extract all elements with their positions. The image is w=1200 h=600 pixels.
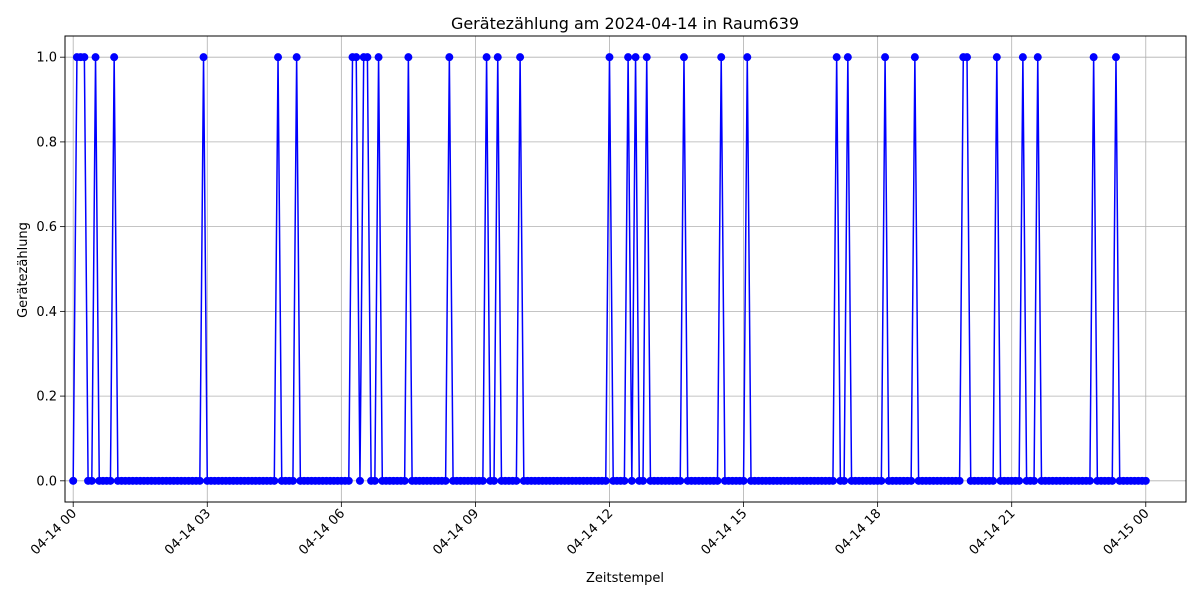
data-point: [910, 53, 919, 62]
y-tick-label: 0.4: [36, 305, 57, 320]
data-point: [743, 53, 752, 62]
data-point: [1111, 53, 1120, 62]
plot-frame: [64, 35, 1187, 503]
data-point: [713, 476, 722, 485]
data-point: [828, 476, 837, 485]
data-point: [832, 53, 841, 62]
data-point: [493, 53, 502, 62]
y-axis: 0.0 0.2 0.4 0.6 0.8 1.0: [36, 51, 65, 489]
data-point: [352, 53, 361, 62]
data-point: [631, 53, 640, 62]
data-point: [490, 476, 499, 485]
data-point: [288, 476, 297, 485]
y-tick-label: 0.8: [36, 135, 57, 150]
data-point: [955, 476, 964, 485]
data-point: [739, 476, 748, 485]
data-point: [1030, 476, 1039, 485]
x-axis-label: Zeitstempel: [586, 571, 664, 586]
data-point: [87, 476, 96, 485]
y-tick-label: 0.2: [36, 390, 57, 405]
data-point: [1033, 53, 1042, 62]
y-axis-label: Gerätezählung: [16, 222, 31, 318]
data-point: [370, 476, 379, 485]
data-point: [482, 53, 491, 62]
data-point: [445, 53, 454, 62]
data-point: [1108, 476, 1117, 485]
data-point: [642, 53, 651, 62]
data-point: [963, 53, 972, 62]
data-point: [106, 476, 115, 485]
data-point: [992, 53, 1001, 62]
data-point: [363, 53, 372, 62]
data-point: [877, 476, 886, 485]
data-point: [843, 53, 852, 62]
data-point: [840, 476, 849, 485]
data-point: [516, 53, 525, 62]
data-point: [907, 476, 916, 485]
data-point: [620, 476, 629, 485]
data-point: [69, 476, 78, 485]
data-point: [881, 53, 890, 62]
data-point: [404, 53, 413, 62]
data-point: [355, 476, 364, 485]
data-point: [1089, 53, 1098, 62]
data-point: [1015, 476, 1024, 485]
data-point: [624, 53, 633, 62]
data-point: [512, 476, 521, 485]
data-point: [478, 476, 487, 485]
y-tick-label: 0.0: [36, 474, 57, 489]
chart-title: Gerätezählung am 2024-04-14 in Raum639: [451, 14, 799, 33]
series-line-group: [69, 53, 1150, 485]
data-point: [627, 476, 636, 485]
data-point: [274, 53, 283, 62]
data-point: [639, 476, 647, 485]
y-tick-label: 1.0: [36, 51, 57, 66]
data-point: [344, 476, 353, 485]
y-tick-label: 0.6: [36, 220, 57, 235]
data-point: [199, 53, 208, 62]
data-point: [374, 53, 383, 62]
data-point: [292, 53, 301, 62]
data-point: [400, 476, 409, 485]
data-point: [441, 476, 450, 485]
data-point: [605, 53, 614, 62]
data-point: [1141, 476, 1150, 485]
data-point: [91, 53, 100, 62]
data-point: [1085, 476, 1094, 485]
data-point: [270, 476, 279, 485]
data-point: [676, 476, 685, 485]
data-point: [195, 476, 204, 485]
data-point: [989, 476, 998, 485]
data-point: [717, 53, 726, 62]
data-point: [110, 53, 119, 62]
data-point: [601, 476, 610, 485]
data-point: [679, 53, 688, 62]
data-point: [1018, 53, 1027, 62]
data-point: [80, 53, 89, 62]
